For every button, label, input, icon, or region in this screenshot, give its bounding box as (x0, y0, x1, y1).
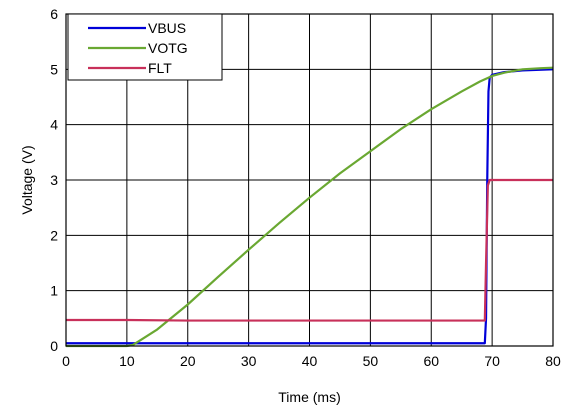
y-tick-label-0: 0 (50, 338, 58, 354)
x-tick-label-4: 40 (302, 353, 318, 369)
y-tick-label-1: 1 (50, 283, 58, 299)
legend: VBUS VOTG FLT (67, 13, 223, 81)
y-tick-labels: 0 1 2 3 4 5 6 (50, 6, 58, 354)
x-tick-label-8: 80 (545, 353, 561, 369)
y-tick-label-3: 3 (50, 172, 58, 188)
y-axis-label: Voltage (V) (19, 145, 35, 214)
x-tick-label-7: 70 (484, 353, 500, 369)
x-axis-label: Time (ms) (278, 389, 340, 405)
y-tick-label-4: 4 (50, 117, 58, 133)
x-tick-label-1: 10 (119, 353, 135, 369)
series-group (66, 66, 554, 348)
x-tick-label-3: 30 (241, 353, 257, 369)
x-tick-label-0: 0 (62, 353, 70, 369)
legend-label-votg: VOTG (148, 40, 188, 56)
x-tick-labels: 0 10 20 30 40 50 60 70 80 (62, 353, 561, 369)
x-tick-label-6: 60 (423, 353, 439, 369)
series-line-votg (66, 66, 554, 348)
legend-label-flt: FLT (148, 60, 172, 76)
x-tick-label-2: 20 (180, 353, 196, 369)
y-tick-label-6: 6 (50, 6, 58, 22)
series-line-flt (66, 178, 553, 322)
y-tick-label-5: 5 (50, 61, 58, 77)
legend-label-vbus: VBUS (148, 20, 186, 36)
y-tick-label-2: 2 (50, 227, 58, 243)
plot-frame (65, 13, 554, 347)
x-tick-label-5: 50 (363, 353, 379, 369)
